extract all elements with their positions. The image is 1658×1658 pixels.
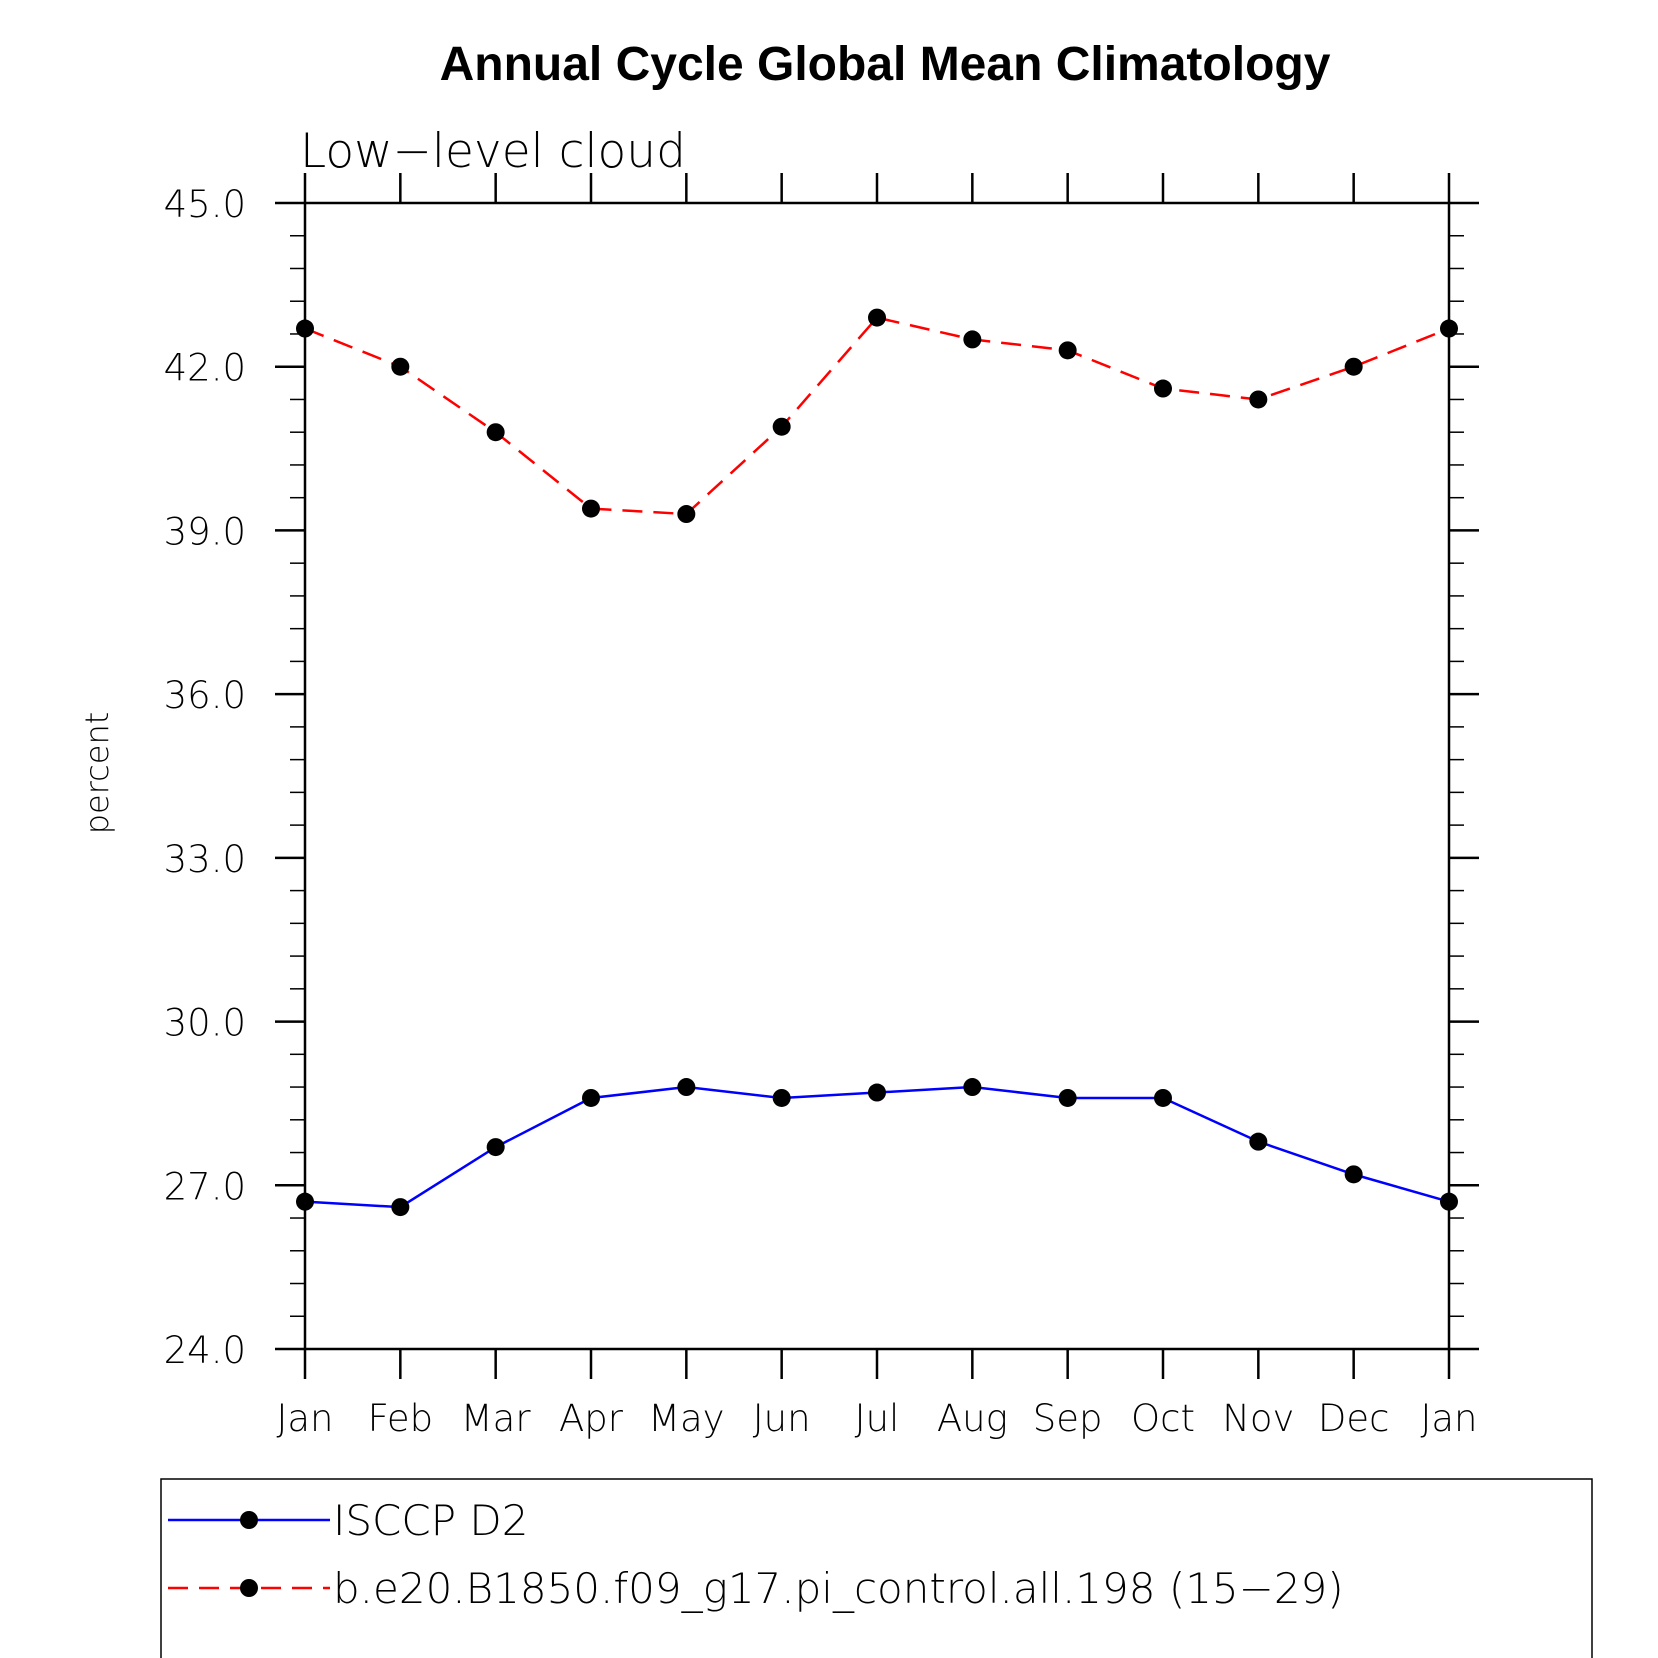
x-tick-label: Jan (276, 1397, 333, 1440)
series-point (868, 308, 886, 327)
y-tick-label: 27.0 (164, 1165, 246, 1208)
series-point (486, 423, 505, 442)
legend-label: b.e20.B1850.f09_g17.pi_control.all.198 (… (333, 1564, 1344, 1613)
x-tick-label: Jun (753, 1397, 811, 1440)
x-tick-label: Dec (1318, 1397, 1390, 1440)
series-point (486, 1138, 505, 1157)
series-point (391, 357, 410, 376)
x-tick-label: May (648, 1397, 725, 1440)
y-tick-labels: 24.0 27.0 30.0 33.0 36.0 39.0 42.0 45.0 (164, 183, 246, 1372)
series-point (1154, 1088, 1172, 1107)
series-point (1440, 319, 1458, 338)
x-tick-label: Aug (937, 1397, 1008, 1440)
chart-subtitle: Low−level cloud (300, 124, 686, 179)
y-tick-label: 39.0 (164, 510, 246, 553)
chart-title: Annual Cycle Global Mean Climatology (440, 38, 1331, 91)
legend-label: ISCCP D2 (333, 1496, 528, 1545)
series-point (582, 499, 600, 518)
legend: ISCCP D2 b.e20.B1850.f09_g17.pi_control.a… (160, 1478, 1593, 1658)
series-point (296, 319, 314, 338)
series-point (963, 1078, 982, 1097)
y-axis-label: percent (78, 712, 116, 835)
y-tick-label: 45.0 (164, 183, 246, 226)
series-point (677, 1078, 696, 1097)
x-tick-label: Sep (1033, 1397, 1103, 1440)
y-tick-label: 36.0 (164, 674, 246, 717)
y-tick-label: 33.0 (164, 838, 246, 881)
series-point (582, 1088, 600, 1107)
x-tick-label: Nov (1222, 1397, 1294, 1440)
x-tick-labels: Jan Feb Mar Apr May Jun Jul Aug Sep Oct Nov Dec Jan (276, 1397, 1477, 1440)
series-point (296, 1192, 314, 1211)
legend-box (160, 1478, 1593, 1658)
x-tick-label: Jan (1420, 1397, 1477, 1440)
x-tick-label: Apr (559, 1397, 624, 1440)
series-point (772, 417, 791, 436)
series-point (1249, 390, 1268, 409)
series-layer (296, 308, 1458, 1217)
legend-marker (240, 1579, 258, 1597)
series-point (1440, 1192, 1458, 1211)
series-point (1154, 379, 1172, 398)
x-tick-label: Mar (461, 1397, 532, 1440)
series-line (304, 316, 1450, 516)
series-point (963, 330, 982, 349)
x-tick-label: Jul (855, 1397, 900, 1440)
series-line (304, 1085, 1450, 1209)
series-point (1344, 357, 1363, 376)
series-point (772, 1088, 791, 1107)
axis-ticks (275, 173, 1479, 1379)
series-point (1344, 1165, 1363, 1184)
y-tick-label: 30.0 (164, 1002, 246, 1045)
legend-marker (240, 1511, 258, 1529)
series-point (1058, 1088, 1077, 1107)
y-tick-label: 42.0 (164, 347, 246, 390)
series-point (1249, 1132, 1268, 1151)
series-point (391, 1198, 410, 1217)
plot-frame (303, 201, 1451, 1351)
series-point (868, 1083, 886, 1102)
y-tick-label: 24.0 (164, 1329, 246, 1372)
x-tick-label: Oct (1131, 1397, 1195, 1440)
series-point (1058, 341, 1077, 360)
series-point (677, 505, 696, 524)
x-tick-label: Feb (368, 1397, 434, 1440)
